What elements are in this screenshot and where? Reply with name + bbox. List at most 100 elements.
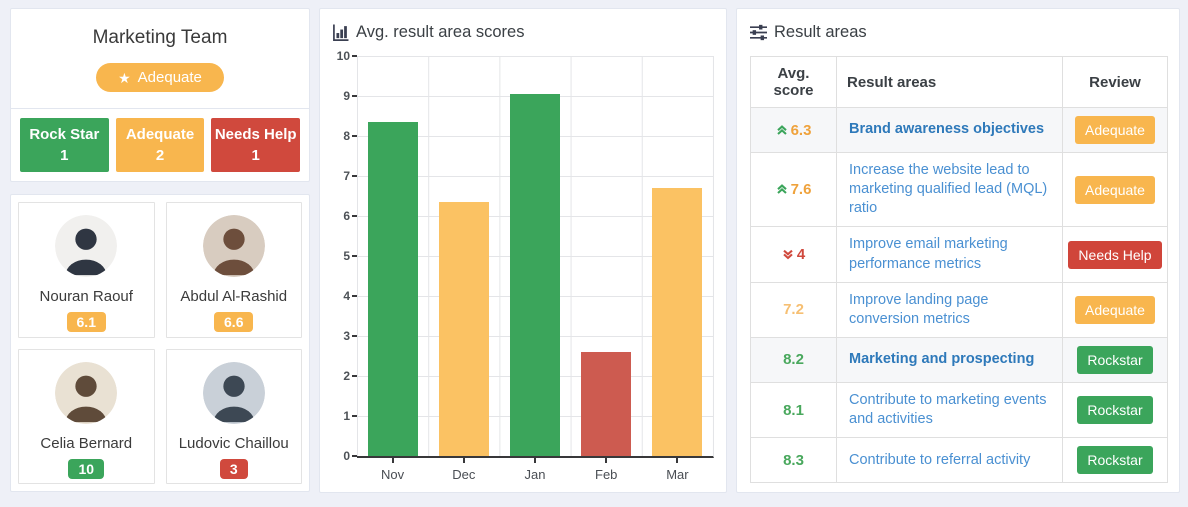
y-tick-label: 9 [343, 89, 350, 103]
review-badge: Needs Help [1068, 240, 1162, 269]
y-tick-label: 6 [343, 209, 350, 223]
star-icon: ★ [118, 69, 131, 86]
avg-score-cell: 8.2 [750, 336, 837, 383]
result-area-cell: Increase the website lead to marketing q… [836, 151, 1063, 228]
y-tick-label: 5 [343, 249, 350, 263]
trend-down-icon [782, 246, 797, 263]
y-axis-tick [352, 215, 357, 217]
column-header-result-areas: Result areas [836, 56, 1063, 108]
table-row: 8.2 Marketing and prospecting Rockstar [750, 336, 1168, 383]
result-area-cell: Marketing and prospecting [836, 336, 1063, 383]
result-area-cell: Improve landing page conversion metrics [836, 281, 1063, 338]
table-row: 4 Improve email marketing performance met… [750, 226, 1168, 283]
y-axis-tick [352, 295, 357, 297]
review-badge: Adequate [1075, 175, 1155, 204]
review-cell: Rockstar [1062, 437, 1168, 484]
member-card-ludovic-chaillou[interactable]: Ludovic Chaillou 3 [165, 348, 302, 484]
result-area-cell: Contribute to referral activity [836, 437, 1063, 484]
x-axis-tick [391, 458, 394, 463]
chart-card-title: Avg. result area scores [332, 23, 714, 42]
result-table-body: 6.3 Brand awareness objectives Adequate 7.6… [750, 107, 1168, 484]
status-box-needs-help: Needs Help 1 [211, 118, 301, 172]
result-area-link[interactable]: Improve landing page conversion metrics [849, 291, 989, 327]
result-area-cell: Improve email marketing performance metr… [836, 226, 1063, 283]
member-name: Nouran Raouf [39, 288, 133, 305]
status-box-label: Rock Star [29, 126, 100, 143]
member-name: Abdul Al-Rashid [180, 288, 288, 305]
team-members-card: Nouran Raouf 6.1 Abdul Al-Rashid 6.6 Celia B… [10, 194, 310, 492]
table-row: 8.1 Contribute to marketing events and ac… [750, 381, 1168, 439]
result-area-link[interactable]: Improve email marketing performance metr… [849, 236, 1008, 272]
table-row: 7.6 Increase the website lead to marketin… [750, 151, 1168, 228]
table-header-row: Avg. score Result areas Review [750, 56, 1168, 108]
result-area-link[interactable]: Marketing and prospecting [849, 351, 1035, 368]
member-card-nouran-raouf[interactable]: Nouran Raouf 6.1 [18, 202, 155, 338]
y-axis-tick [352, 375, 357, 377]
review-cell: Needs Help [1062, 226, 1168, 283]
review-cell: Adequate [1062, 151, 1168, 228]
status-box-adequate: Adequate 2 [115, 118, 205, 172]
avatar [202, 361, 265, 424]
avg-score-cell: 6.3 [750, 107, 837, 153]
review-cell: Rockstar [1062, 336, 1168, 383]
bar-chart: 0 1 2 3 4 5 6 7 8 9 10 [332, 49, 714, 463]
result-area-cell: Brand awareness objectives [836, 107, 1063, 153]
result-area-link[interactable]: Contribute to marketing events and activ… [849, 391, 1047, 427]
table-row: 6.3 Brand awareness objectives Adequate [750, 107, 1168, 153]
y-tick-label: 2 [343, 369, 350, 383]
avg-score-value: 4 [796, 246, 806, 263]
result-areas-card: Result areas Avg. score Result areas Rev… [736, 8, 1180, 493]
x-tick-label: Dec [452, 467, 476, 482]
avg-score-value: 6.3 [790, 121, 812, 139]
table-row: 7.2 Improve landing page conversion metri… [750, 281, 1168, 338]
result-area-cell: Contribute to marketing events and activ… [836, 381, 1063, 439]
chart-y-axis: 0 1 2 3 4 5 6 7 8 9 10 [332, 49, 357, 463]
review-badge: Rockstar [1077, 446, 1153, 475]
review-cell: Adequate [1062, 281, 1168, 338]
avg-score-cell: 7.6 [750, 151, 837, 228]
member-name: Celia Bernard [40, 434, 133, 452]
y-tick-label: 1 [343, 409, 350, 423]
chart-x-axis: Nov Dec Jan Feb Mar [357, 467, 713, 482]
bar-chart-icon [333, 24, 349, 41]
y-axis-tick [352, 175, 357, 177]
result-area-link[interactable]: Contribute to referral activity [849, 451, 1031, 468]
chart-title: Avg. result area scores [356, 23, 525, 41]
y-axis-tick [352, 95, 357, 97]
avg-score-cell: 8.1 [750, 381, 837, 439]
avg-score-cell: 8.3 [750, 437, 837, 484]
trend-up-icon [776, 122, 791, 139]
y-tick-label: 7 [343, 169, 350, 183]
x-axis-tick [462, 458, 465, 463]
column-header-avg-score: Avg. score [750, 56, 837, 108]
member-card-abdul-al-rashid[interactable]: Abdul Al-Rashid 6.6 [165, 202, 302, 338]
avatar [202, 215, 265, 277]
bar-nov [367, 122, 418, 456]
status-box-label: Adequate [125, 126, 195, 143]
team-title: Marketing Team [92, 27, 228, 48]
avg-score-value: 7.6 [790, 181, 812, 199]
result-area-link[interactable]: Brand awareness objectives [849, 121, 1045, 138]
team-overall-badge-label: Adequate [137, 69, 202, 86]
y-axis-tick [352, 455, 357, 457]
y-tick-label: 10 [336, 49, 350, 63]
x-tick-label: Feb [595, 467, 618, 482]
member-score-badge: 6.6 [214, 312, 254, 332]
y-axis-tick [352, 255, 357, 257]
result-areas-table: Avg. score Result areas Review 6.3 Brand … [750, 56, 1168, 484]
member-card-celia-bernard[interactable]: Celia Bernard 10 [18, 348, 155, 484]
avatar [55, 361, 118, 424]
chart-card: Avg. result area scores 0 1 2 3 4 5 6 7 8 9 10 Nov… [319, 8, 727, 493]
member-score-badge: 10 [68, 458, 105, 479]
x-axis-tick [605, 458, 608, 463]
avg-score-cell: 4 [750, 226, 837, 283]
bar-dec [438, 202, 489, 456]
x-axis-tick [676, 458, 679, 463]
member-score-badge: 3 [219, 458, 248, 479]
table-row: 8.3 Contribute to referral activity Rockst… [750, 437, 1168, 484]
y-tick-label: 3 [343, 329, 350, 343]
result-area-link[interactable]: Increase the website lead to marketing q… [849, 162, 1048, 217]
team-summary-card: Marketing Team ★ Adequate Rock Star 1 Adeq… [10, 8, 310, 182]
review-badge: Rockstar [1077, 396, 1153, 424]
avatar [55, 215, 118, 277]
